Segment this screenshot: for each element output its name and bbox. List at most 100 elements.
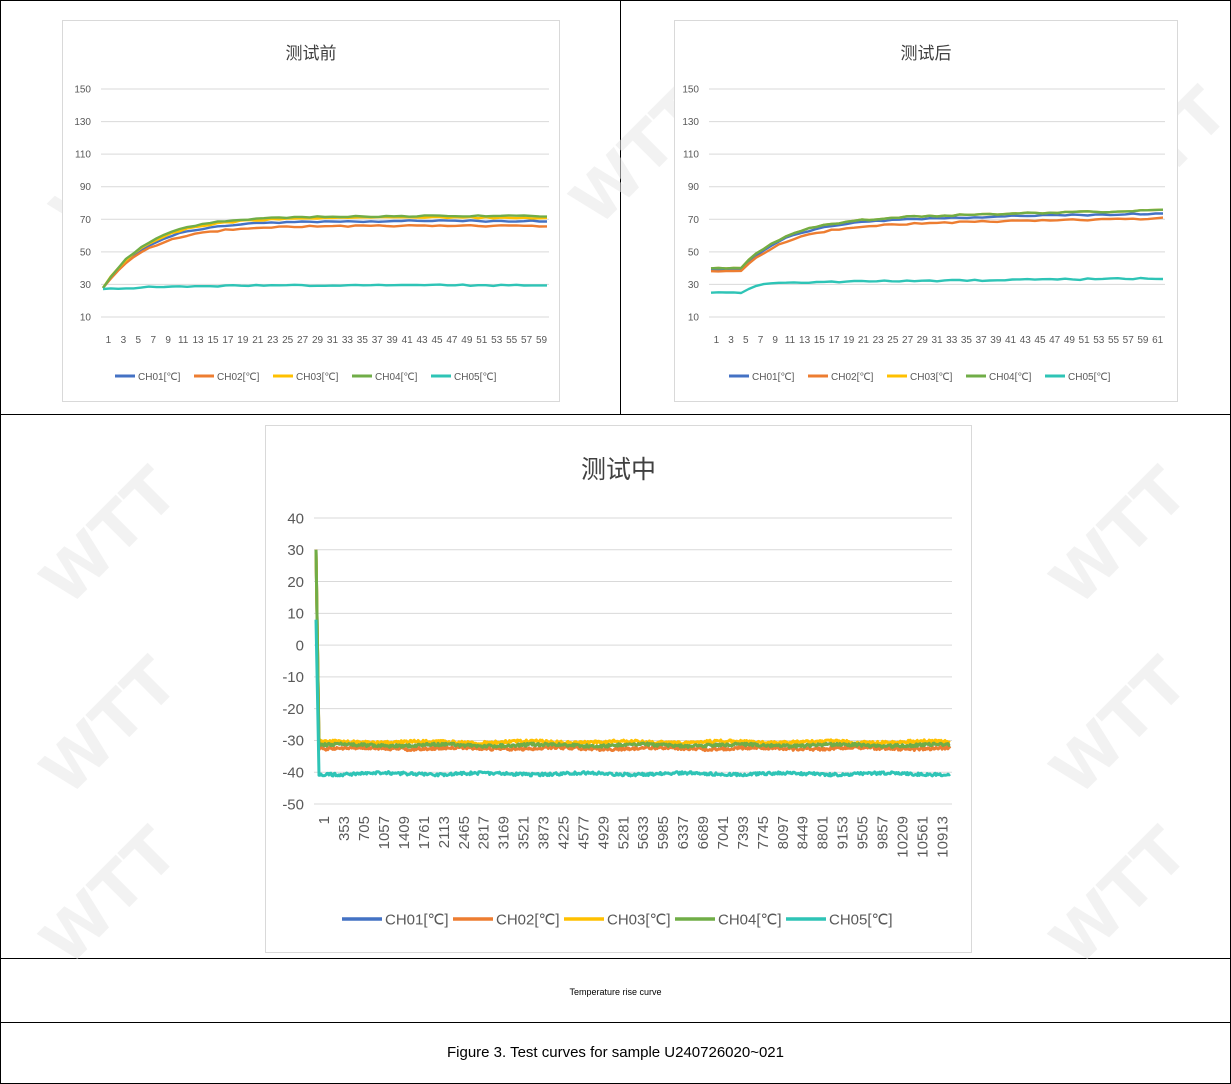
x-tick-label: 3169: [496, 816, 513, 849]
figure-caption: Figure 3. Test curves for sample U240726…: [0, 1044, 1231, 1061]
x-tick-label: 11: [178, 335, 189, 346]
legend-label: CH01[℃]: [385, 912, 449, 929]
table-divider-row2: [0, 958, 1231, 959]
x-tick-label: 19: [843, 335, 855, 346]
x-tick-label: 4929: [595, 816, 612, 849]
x-tick-label: 45: [431, 335, 443, 346]
table-border-left: [0, 0, 1, 1084]
x-tick-label: 5: [743, 335, 749, 346]
chart-during-svg: 测试中 -50 -40 -30 -20 -10 0 10 20 30 40 1 353 705 1057 14…: [266, 426, 971, 952]
y-tick-label: -50: [282, 796, 304, 813]
x-tick-label: 3: [121, 335, 127, 346]
x-tick-label: 41: [402, 335, 414, 346]
x-tick-label: 25: [887, 335, 899, 346]
y-tick-label: 90: [80, 182, 92, 193]
x-tick-label: 35: [357, 335, 369, 346]
legend-label: CH05[℃]: [829, 912, 893, 929]
y-tick-label: -20: [282, 701, 304, 718]
series-line-ch01: [316, 550, 950, 748]
x-tick-label: 3873: [536, 816, 553, 849]
x-tick-label: 51: [476, 335, 488, 346]
legend-label: CH01[℃]: [752, 372, 795, 383]
y-tick-label: 20: [287, 574, 304, 591]
x-tick-label: 51: [1079, 335, 1091, 346]
x-tick-label: 5281: [615, 816, 632, 849]
series-line-ch05: [711, 278, 1163, 293]
legend-label: CH02[℃]: [217, 372, 260, 383]
x-tick-label: 5: [136, 335, 142, 346]
x-tick-label: 9: [772, 335, 778, 346]
x-tick-label: 10561: [914, 816, 931, 858]
legend-label: CH04[℃]: [375, 372, 418, 383]
y-tick-label: 0: [296, 637, 304, 654]
series-line-ch03: [103, 217, 547, 288]
x-tick-label: 17: [828, 335, 840, 346]
x-tick-label: 21: [858, 335, 870, 346]
x-tick-label: 9857: [874, 816, 891, 849]
y-tick-label: 150: [682, 85, 699, 96]
y-tick-label: 50: [80, 247, 92, 258]
table-divider-row3: [0, 1022, 1231, 1023]
y-tick-label: 40: [287, 510, 304, 527]
y-tick-label: 110: [683, 150, 699, 161]
x-tick-label: 7: [150, 335, 156, 346]
x-tick-label: 2113: [436, 816, 453, 848]
legend-label: CH04[℃]: [989, 372, 1032, 383]
y-tick-label: 70: [688, 215, 700, 226]
x-tick-label: 1: [714, 335, 720, 346]
x-tick-label: 33: [946, 335, 958, 346]
table-divider-row1: [0, 414, 1231, 415]
x-tick-label: 45: [1034, 335, 1046, 346]
y-tick-label: -30: [282, 733, 304, 750]
x-tick-label: 31: [931, 335, 943, 346]
y-tick-label: 30: [287, 542, 304, 559]
x-tick-label: 2817: [476, 816, 493, 849]
y-tick-label: 110: [75, 150, 91, 161]
x-tick-label: 10209: [894, 816, 911, 858]
chart-title: 测试前: [286, 44, 337, 64]
x-tick-label: 33: [342, 335, 354, 346]
chart-title: 测试中: [581, 455, 656, 484]
x-tick-label: 8449: [795, 816, 812, 849]
x-tick-label: 53: [491, 335, 503, 346]
y-tick-label: 150: [74, 85, 91, 96]
legend-label: CH04[℃]: [718, 912, 782, 929]
series-line-ch04: [316, 550, 950, 748]
chart-after-svg: 测试后10305070901101301501 3 5 7 9 11 13 15 17 19 21 2…: [675, 21, 1177, 401]
y-tick-label: -10: [282, 669, 304, 686]
x-tick-label: 5633: [635, 816, 652, 849]
legend-label: CH03[℃]: [910, 372, 953, 383]
x-tick-label: 29: [917, 335, 929, 346]
x-tick-label: 7: [758, 335, 764, 346]
x-tick-label: 5985: [655, 816, 672, 849]
y-tick-label: 50: [688, 247, 700, 258]
chart-during: 测试中 -50 -40 -30 -20 -10 0 10 20 30 40 1 353 705 1057 14…: [265, 425, 972, 953]
x-tick-label: 15: [207, 335, 219, 346]
x-tick-label: 3521: [516, 816, 533, 849]
y-tick-label: 130: [682, 117, 699, 128]
x-tick-label: 37: [372, 335, 384, 346]
rise-curve-caption: Temperature rise curve: [0, 987, 1231, 997]
x-tick-label: 57: [521, 335, 533, 346]
x-tick-label: 1409: [396, 816, 413, 849]
x-tick-label: 23: [873, 335, 885, 346]
x-tick-label: 21: [252, 335, 264, 346]
x-tick-label: 41: [1005, 335, 1017, 346]
x-tick-label: 6337: [675, 816, 692, 849]
y-tick-label: 10: [287, 606, 304, 623]
x-tick-label: 59: [536, 335, 548, 346]
x-tick-label: 8801: [815, 816, 832, 849]
legend-label: CH05[℃]: [454, 372, 497, 383]
x-tick-label: 8097: [775, 816, 792, 849]
x-tick-label: 47: [1049, 335, 1061, 346]
y-tick-label: -40: [282, 764, 304, 781]
table-border-top: [0, 0, 1231, 1]
x-tick-label: 27: [902, 335, 914, 346]
x-tick-label: 17: [222, 335, 234, 346]
y-tick-label: 90: [688, 182, 700, 193]
series-line-ch02: [711, 218, 1163, 272]
x-tick-label: 3: [728, 335, 734, 346]
x-tick-label: 353: [336, 816, 353, 841]
x-tick-label: 37: [976, 335, 988, 346]
